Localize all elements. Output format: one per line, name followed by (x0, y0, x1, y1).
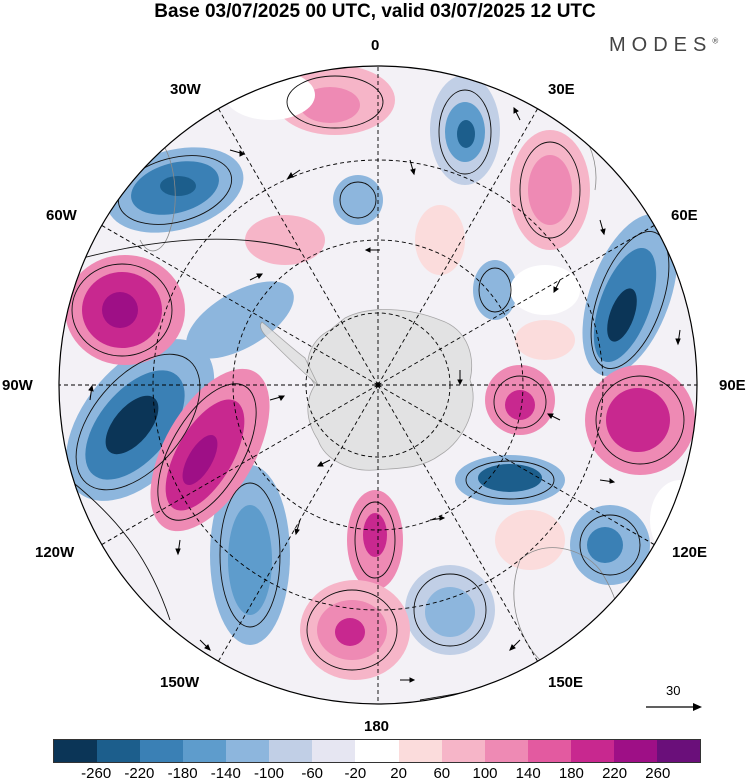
map-boundary (58, 65, 698, 705)
lon-label-30e: 30E (548, 81, 575, 98)
lon-label-60w: 60W (46, 207, 77, 224)
colorbar-tick-label: 180 (558, 765, 584, 782)
colorbar-swatch (441, 740, 485, 762)
anomaly-field (59, 66, 697, 704)
colorbar-tick-label: -20 (344, 765, 367, 782)
colorbar-swatch (527, 740, 571, 762)
negative-anomalies (65, 75, 678, 655)
lon-label-0: 0 (371, 37, 380, 54)
antarctica-landmass (307, 309, 474, 471)
lon-label-150w: 150W (160, 674, 200, 691)
colorbar-swatch (183, 740, 227, 762)
colorbar-tick-label: -140 (210, 765, 241, 782)
colorbar-swatch (140, 740, 184, 762)
colorbar-swatch (97, 740, 141, 762)
colorbar-swatch (613, 740, 657, 762)
antarctic-peninsula (260, 321, 319, 386)
colorbar-tick-label: 140 (515, 765, 541, 782)
south-pole-marker (375, 382, 381, 388)
colorbar-tick-label: 100 (472, 765, 498, 782)
colorbar-swatch (570, 740, 614, 762)
colorbar-swatch (398, 740, 442, 762)
colorbar-tick-label: 60 (433, 765, 451, 782)
colorbar-swatch (226, 740, 270, 762)
colorbar-swatch (355, 740, 399, 762)
colorbar-tick-label: 20 (390, 765, 407, 782)
registered-mark: ® (712, 36, 719, 46)
map-title: Base 03/07/2025 00 UTC, valid 03/07/2025… (154, 1, 596, 22)
lon-label-120w: 120W (35, 544, 75, 561)
arrow-right-icon (646, 703, 702, 711)
lon-label-30w: 30W (170, 81, 201, 98)
colorbar-swatch (312, 740, 356, 762)
lon-label-90w: 90W (2, 377, 33, 394)
lon-label-180: 180 (364, 718, 390, 735)
colorbar-tick-label: -220 (124, 765, 155, 782)
modes-logo: MODES® (609, 34, 718, 57)
colorbar-swatch (484, 740, 528, 762)
colorbar-swatch (656, 740, 700, 762)
south-america-coast (139, 139, 176, 252)
lon-label-90e: 90E (719, 377, 746, 394)
reference-vector-label: 30 (666, 683, 681, 698)
lon-label-150e: 150E (548, 674, 584, 691)
colorbar-tick-label: 220 (602, 765, 628, 782)
colorbar (53, 739, 701, 763)
colorbar-swatch (269, 740, 313, 762)
wind-vectors (88, 107, 681, 683)
colorbar-swatch (54, 740, 98, 762)
lon-label-60e: 60E (671, 207, 698, 224)
brand-name: MODES (609, 34, 713, 56)
colorbar-ticks: -260 -220 -180 -140 -100 -60 -20 20 60 100 140 180 2… (53, 766, 701, 783)
colorbar-tick-label: -100 (253, 765, 285, 782)
positive-anomalies (65, 66, 695, 680)
colorbar-tick-label: -260 (81, 765, 112, 782)
colorbar-tick-label: -180 (167, 765, 198, 782)
colorbar-tick-label: 260 (645, 765, 671, 782)
colorbar-tick-label: -60 (301, 765, 324, 782)
lon-label-120e: 120E (672, 544, 708, 561)
